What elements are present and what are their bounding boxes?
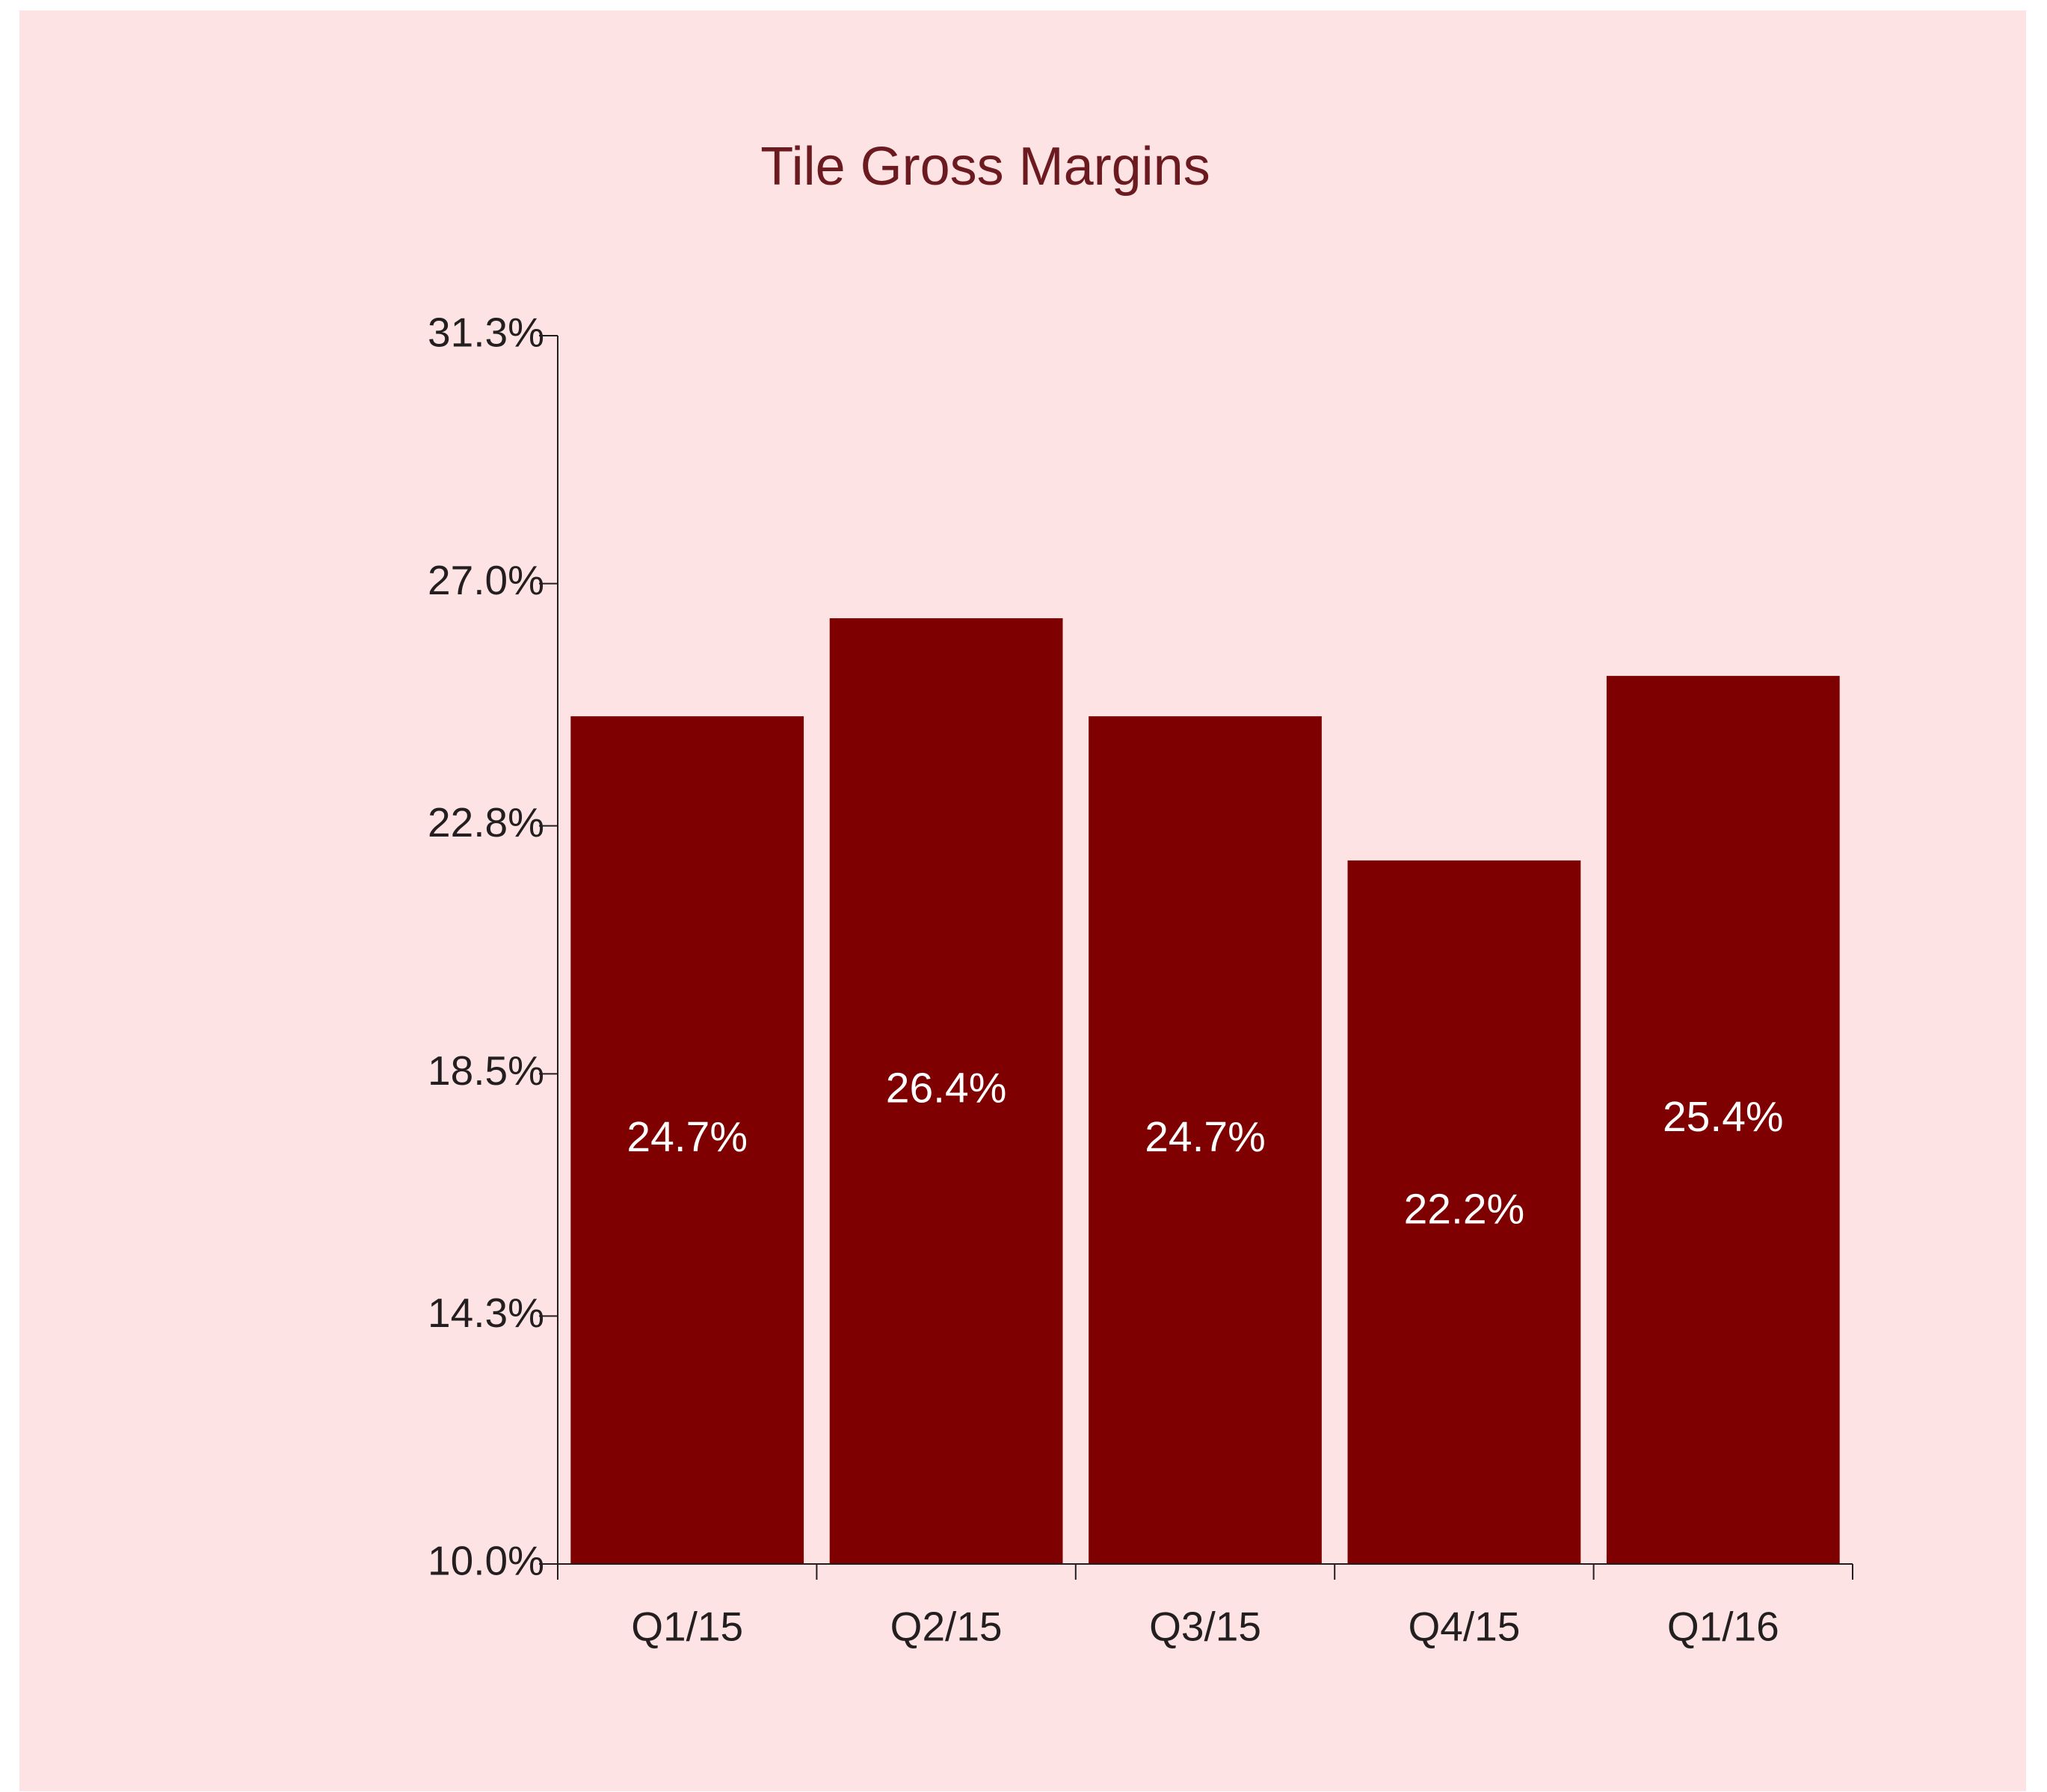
y-tick-label: 10.0%: [428, 1538, 544, 1584]
value-label: 22.2%: [1404, 1186, 1525, 1234]
bar: [1606, 676, 1840, 1564]
y-tick-label: 31.3%: [428, 310, 544, 356]
y-tick-label: 18.5%: [428, 1047, 544, 1094]
y-tick-label: 22.8%: [428, 799, 544, 846]
x-tick-label: Q2/15: [890, 1604, 1003, 1650]
bar: [570, 716, 804, 1564]
x-tick-label: Q3/15: [1149, 1604, 1261, 1650]
y-tick-label: 27.0%: [428, 557, 544, 603]
value-label: 24.7%: [1145, 1113, 1266, 1161]
value-label: 24.7%: [627, 1113, 748, 1161]
bar: [829, 618, 1063, 1564]
x-tick-label: Q4/15: [1408, 1604, 1520, 1650]
value-label: 26.4%: [886, 1065, 1007, 1112]
value-label: 25.4%: [1663, 1093, 1784, 1141]
y-tick-label: 14.3%: [428, 1290, 544, 1336]
chart-title: Tile Gross Margins: [760, 137, 1210, 197]
x-tick-label: Q1/16: [1667, 1604, 1779, 1650]
bar: [1089, 716, 1322, 1564]
x-tick-label: Q1/15: [631, 1604, 743, 1650]
bar: [1347, 860, 1581, 1564]
